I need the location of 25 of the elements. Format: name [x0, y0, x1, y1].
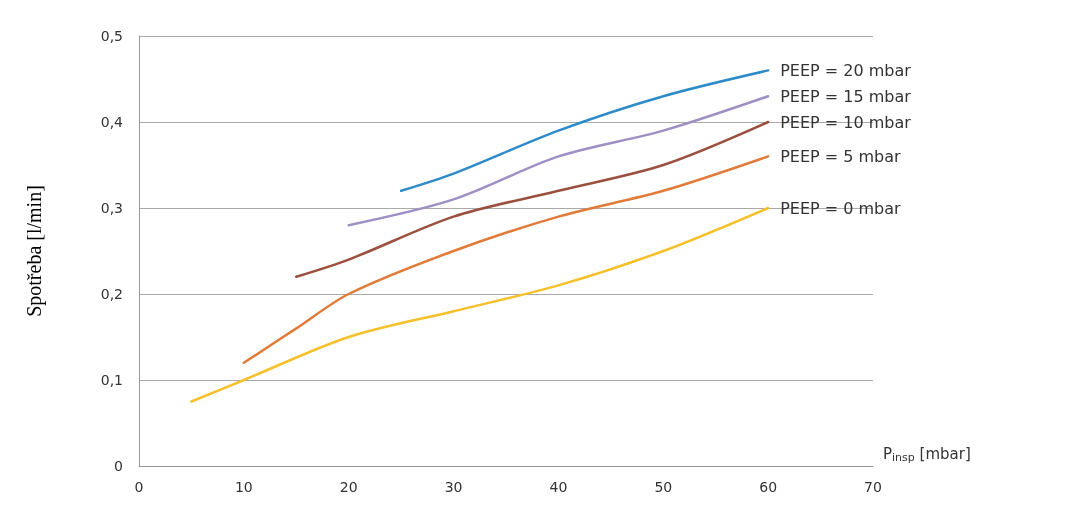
series-label: PEEP = 10 mbar [780, 112, 912, 132]
x-tick-label: 10 [234, 479, 253, 495]
line-series [347, 94, 770, 227]
series-label: PEEP = 20 mbar [780, 60, 912, 80]
line-series [190, 206, 770, 403]
line-series [295, 120, 770, 279]
x-tick-label: 20 [339, 479, 358, 495]
y-tick-label: 0,1 [100, 372, 123, 388]
x-tick-label: 0 [134, 479, 144, 495]
y-axis-title: Spotřeba [l/min] [23, 185, 46, 317]
x-tick-label: 30 [444, 479, 463, 495]
y-tick-label: 0,4 [100, 114, 124, 130]
line-series [399, 69, 770, 193]
x-tick-label: 50 [654, 479, 673, 495]
x-tick-label: 60 [759, 479, 778, 495]
y-tick-label: 0 [114, 458, 123, 474]
x-tick-label: 40 [549, 479, 568, 495]
line-series [242, 155, 770, 365]
series-label: PEEP = 0 mbar [780, 198, 902, 218]
x-tick-label: 70 [864, 479, 882, 495]
series-label: PEEP = 15 mbar [780, 86, 912, 106]
series-label: PEEP = 5 mbar [780, 146, 902, 166]
y-tick-label: 0,5 [100, 28, 123, 44]
y-tick-label: 0,3 [100, 200, 123, 216]
y-tick-label: 0,2 [100, 286, 123, 302]
